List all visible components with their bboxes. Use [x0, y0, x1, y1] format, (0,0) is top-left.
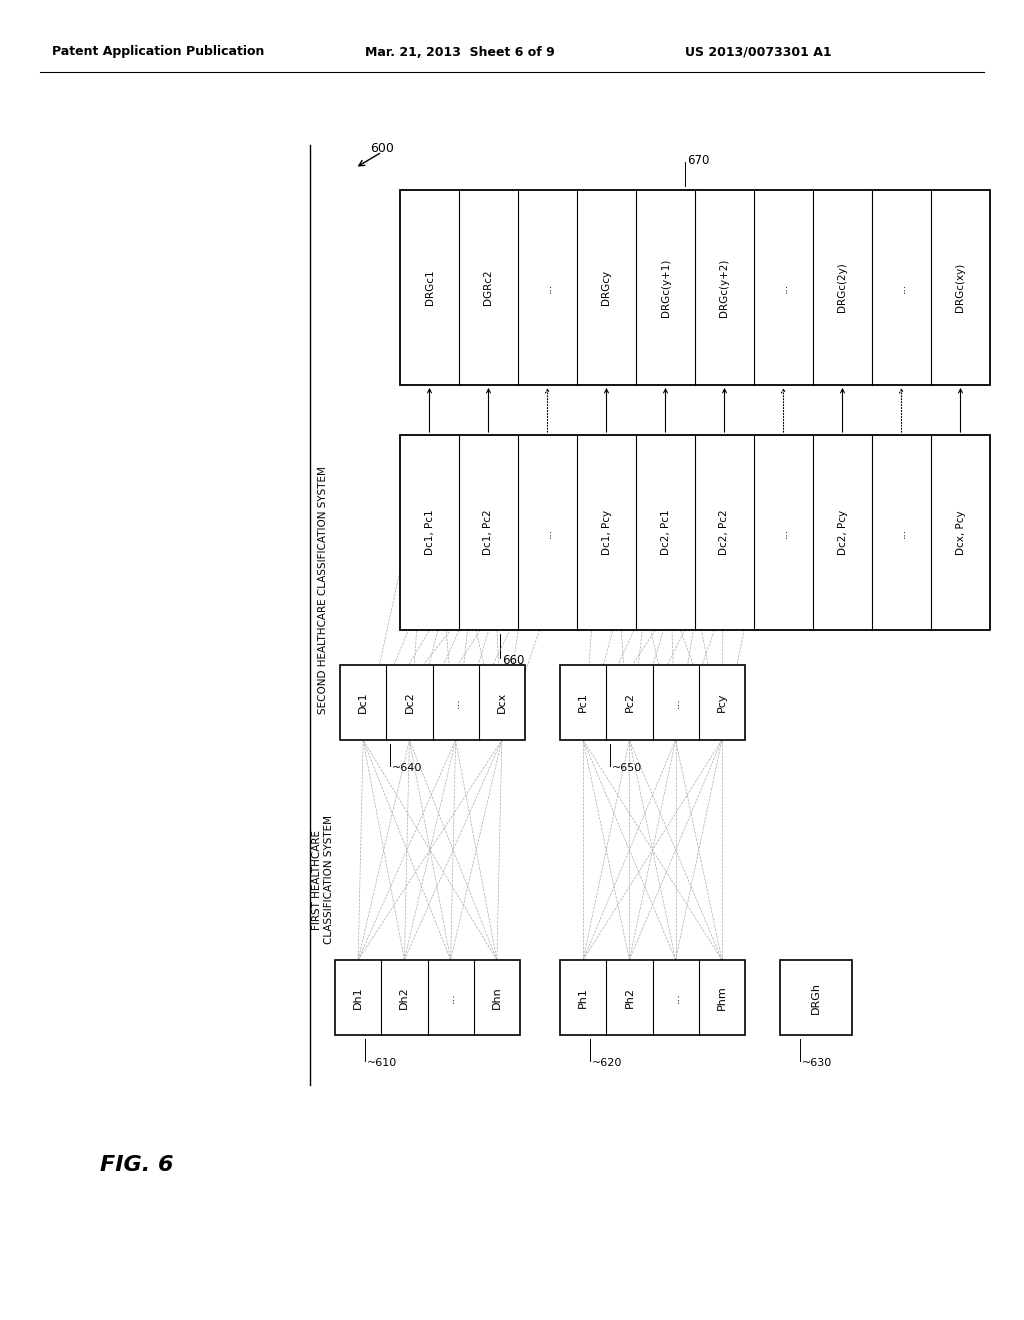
Text: ...: ...: [896, 528, 906, 537]
Text: Dc1, Pcy: Dc1, Pcy: [601, 510, 611, 556]
Text: Dc2, Pcy: Dc2, Pcy: [838, 510, 848, 556]
Text: ~630: ~630: [802, 1059, 833, 1068]
Bar: [335, 960, 520, 1035]
Text: Phm: Phm: [717, 985, 727, 1010]
Text: Ph1: Ph1: [579, 987, 588, 1008]
Text: ~610: ~610: [367, 1059, 397, 1068]
Bar: [340, 665, 525, 741]
Text: ...: ...: [778, 282, 788, 293]
Text: ...: ...: [445, 993, 456, 1003]
Bar: [560, 665, 745, 741]
Text: DRGc(xy): DRGc(xy): [955, 263, 966, 312]
Text: Dc1, Pc2: Dc1, Pc2: [483, 510, 494, 556]
Text: SECOND HEALTHCARE CLASSIFICATION SYSTEM: SECOND HEALTHCARE CLASSIFICATION SYSTEM: [318, 466, 328, 714]
Text: DGRc2: DGRc2: [483, 269, 494, 305]
Text: DRGc(y+1): DRGc(y+1): [660, 259, 671, 317]
Text: DRGc(2y): DRGc(2y): [838, 263, 848, 313]
Text: ...: ...: [671, 993, 681, 1003]
Text: DRGcy: DRGcy: [601, 269, 611, 305]
Text: 660: 660: [502, 653, 524, 667]
Text: ...: ...: [896, 282, 906, 293]
Text: DRGc(y+2): DRGc(y+2): [720, 259, 729, 317]
Text: ~640: ~640: [392, 763, 422, 774]
Text: Dc2, Pc2: Dc2, Pc2: [720, 510, 729, 556]
Text: Mar. 21, 2013  Sheet 6 of 9: Mar. 21, 2013 Sheet 6 of 9: [365, 45, 555, 58]
Text: 670: 670: [687, 153, 710, 166]
Bar: [780, 960, 852, 1035]
Text: Dc1: Dc1: [358, 692, 368, 713]
Text: DRGh: DRGh: [811, 982, 821, 1014]
Text: FIG. 6: FIG. 6: [100, 1155, 173, 1175]
Text: ...: ...: [671, 697, 681, 708]
Text: Patent Application Publication: Patent Application Publication: [52, 45, 264, 58]
Text: Pc1: Pc1: [579, 693, 588, 713]
Text: Dcx: Dcx: [497, 692, 507, 713]
Text: DRGc1: DRGc1: [425, 269, 434, 305]
Text: Dcx, Pcy: Dcx, Pcy: [955, 511, 966, 554]
Text: Dh2: Dh2: [399, 986, 410, 1008]
Text: US 2013/0073301 A1: US 2013/0073301 A1: [685, 45, 831, 58]
Text: FIRST HEALTHCARE
CLASSIFICATION SYSTEM: FIRST HEALTHCARE CLASSIFICATION SYSTEM: [312, 816, 334, 945]
Text: ...: ...: [778, 528, 788, 537]
Text: Pc2: Pc2: [625, 693, 635, 713]
Text: 600: 600: [370, 141, 394, 154]
Text: ...: ...: [543, 282, 553, 293]
Text: ~650: ~650: [612, 763, 642, 774]
Bar: [560, 960, 745, 1035]
Text: Dc1, Pc1: Dc1, Pc1: [425, 510, 434, 556]
Text: ...: ...: [451, 697, 461, 708]
Text: ...: ...: [543, 528, 553, 537]
Text: Ph2: Ph2: [625, 987, 635, 1008]
Text: Dh1: Dh1: [353, 986, 364, 1008]
Text: Dhn: Dhn: [492, 986, 502, 1008]
Text: Dc2, Pc1: Dc2, Pc1: [660, 510, 671, 556]
Text: ~620: ~620: [592, 1059, 623, 1068]
Text: Dc2: Dc2: [404, 692, 415, 713]
Text: Pcy: Pcy: [717, 693, 727, 713]
Bar: [400, 436, 990, 630]
Bar: [400, 190, 990, 385]
